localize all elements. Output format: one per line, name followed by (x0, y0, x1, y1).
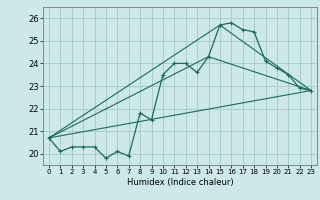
X-axis label: Humidex (Indice chaleur): Humidex (Indice chaleur) (127, 178, 233, 187)
